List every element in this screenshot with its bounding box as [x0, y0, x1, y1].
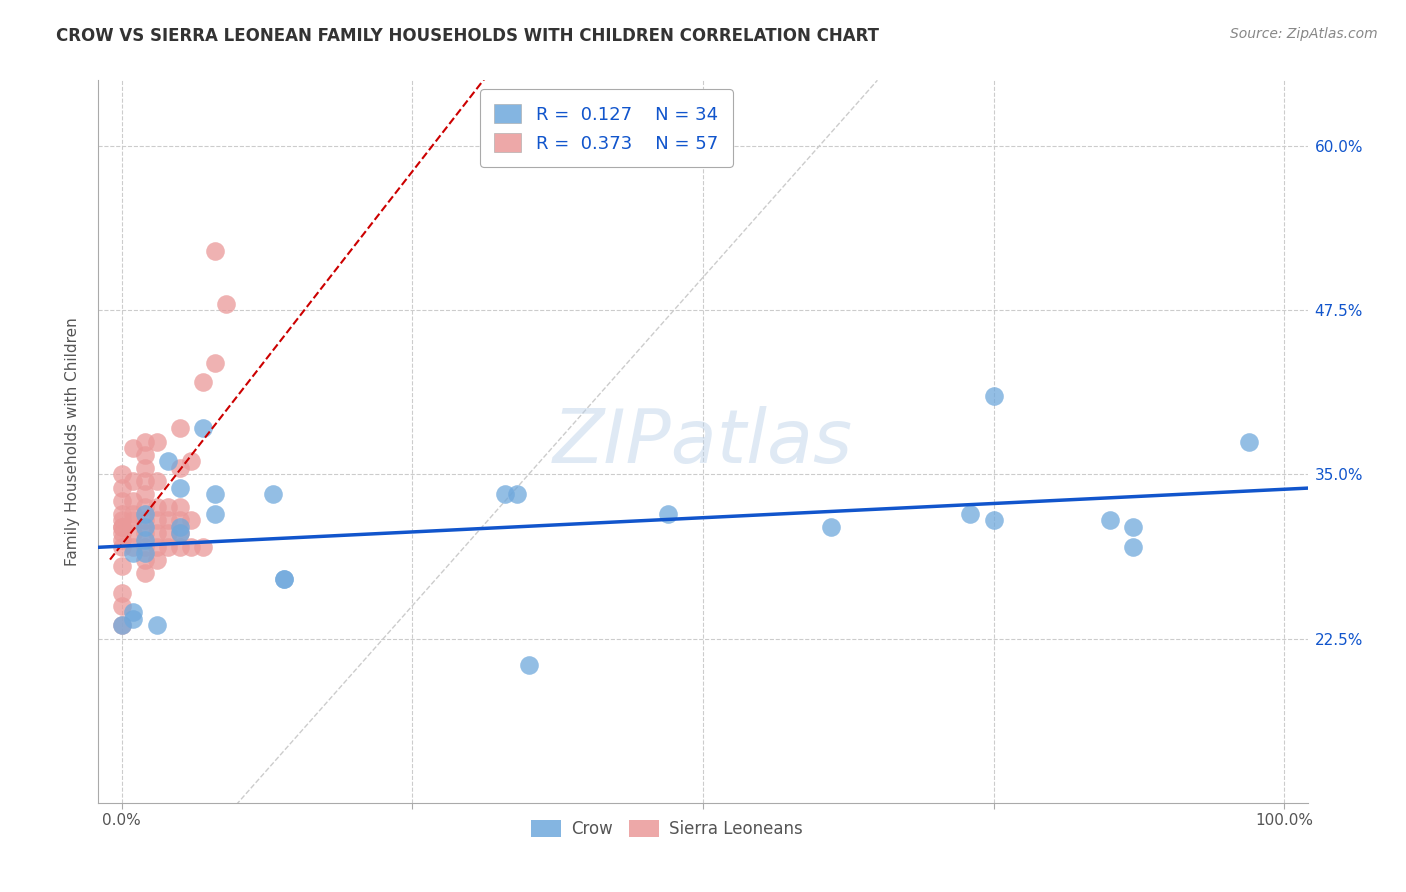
Point	[157, 454, 180, 468]
Point	[145, 513, 167, 527]
Point	[145, 434, 167, 449]
Point	[122, 513, 145, 527]
Point	[134, 566, 156, 580]
Point	[180, 513, 202, 527]
Point	[169, 526, 191, 541]
Point	[169, 481, 191, 495]
Point	[169, 460, 191, 475]
Point	[657, 507, 679, 521]
Point	[111, 513, 134, 527]
Point	[169, 421, 191, 435]
Point	[169, 520, 191, 534]
Point	[111, 507, 134, 521]
Point	[111, 520, 134, 534]
Point	[215, 296, 238, 310]
Point	[134, 434, 156, 449]
Point	[111, 618, 134, 632]
Point	[1098, 513, 1121, 527]
Point	[134, 448, 156, 462]
Point	[111, 481, 134, 495]
Point	[134, 526, 156, 541]
Point	[145, 540, 167, 554]
Point	[134, 533, 156, 547]
Point	[169, 526, 191, 541]
Point	[111, 618, 134, 632]
Point	[959, 507, 981, 521]
Point	[169, 513, 191, 527]
Point	[111, 599, 134, 613]
Point	[983, 513, 1005, 527]
Point	[134, 474, 156, 488]
Point	[111, 540, 134, 554]
Point	[134, 507, 156, 521]
Text: ZIPatlas: ZIPatlas	[553, 406, 853, 477]
Point	[180, 540, 202, 554]
Point	[111, 533, 134, 547]
Point	[145, 618, 167, 632]
Point	[273, 573, 295, 587]
Point	[134, 553, 156, 567]
Point	[111, 520, 134, 534]
Point	[157, 500, 180, 515]
Point	[204, 507, 226, 521]
Point	[204, 244, 226, 258]
Point	[134, 546, 156, 560]
Point	[134, 460, 156, 475]
Point	[506, 487, 529, 501]
Point	[145, 500, 167, 515]
Point	[134, 513, 156, 527]
Point	[122, 507, 145, 521]
Point	[122, 612, 145, 626]
Point	[169, 500, 191, 515]
Text: CROW VS SIERRA LEONEAN FAMILY HOUSEHOLDS WITH CHILDREN CORRELATION CHART: CROW VS SIERRA LEONEAN FAMILY HOUSEHOLDS…	[56, 27, 879, 45]
Point	[122, 493, 145, 508]
Point	[180, 454, 202, 468]
Point	[122, 605, 145, 619]
Point	[122, 526, 145, 541]
Point	[122, 540, 145, 554]
Point	[262, 487, 284, 501]
Point	[191, 421, 214, 435]
Point	[134, 500, 156, 515]
Point	[169, 540, 191, 554]
Point	[134, 540, 156, 554]
Point	[145, 553, 167, 567]
Point	[983, 388, 1005, 402]
Y-axis label: Family Households with Children: Family Households with Children	[65, 318, 80, 566]
Point	[820, 520, 842, 534]
Point	[145, 474, 167, 488]
Point	[273, 573, 295, 587]
Point	[111, 559, 134, 574]
Point	[157, 540, 180, 554]
Legend: Crow, Sierra Leoneans: Crow, Sierra Leoneans	[524, 814, 810, 845]
Point	[157, 526, 180, 541]
Point	[122, 474, 145, 488]
Text: Source: ZipAtlas.com: Source: ZipAtlas.com	[1230, 27, 1378, 41]
Point	[122, 546, 145, 560]
Point	[111, 526, 134, 541]
Point	[134, 520, 156, 534]
Point	[122, 441, 145, 455]
Point	[204, 356, 226, 370]
Point	[134, 487, 156, 501]
Point	[145, 526, 167, 541]
Point	[494, 487, 516, 501]
Point	[1239, 434, 1261, 449]
Point	[157, 513, 180, 527]
Point	[191, 376, 214, 390]
Point	[111, 493, 134, 508]
Point	[204, 487, 226, 501]
Point	[191, 540, 214, 554]
Point	[1122, 520, 1144, 534]
Point	[111, 467, 134, 482]
Point	[1122, 540, 1144, 554]
Point	[517, 657, 540, 672]
Point	[111, 585, 134, 599]
